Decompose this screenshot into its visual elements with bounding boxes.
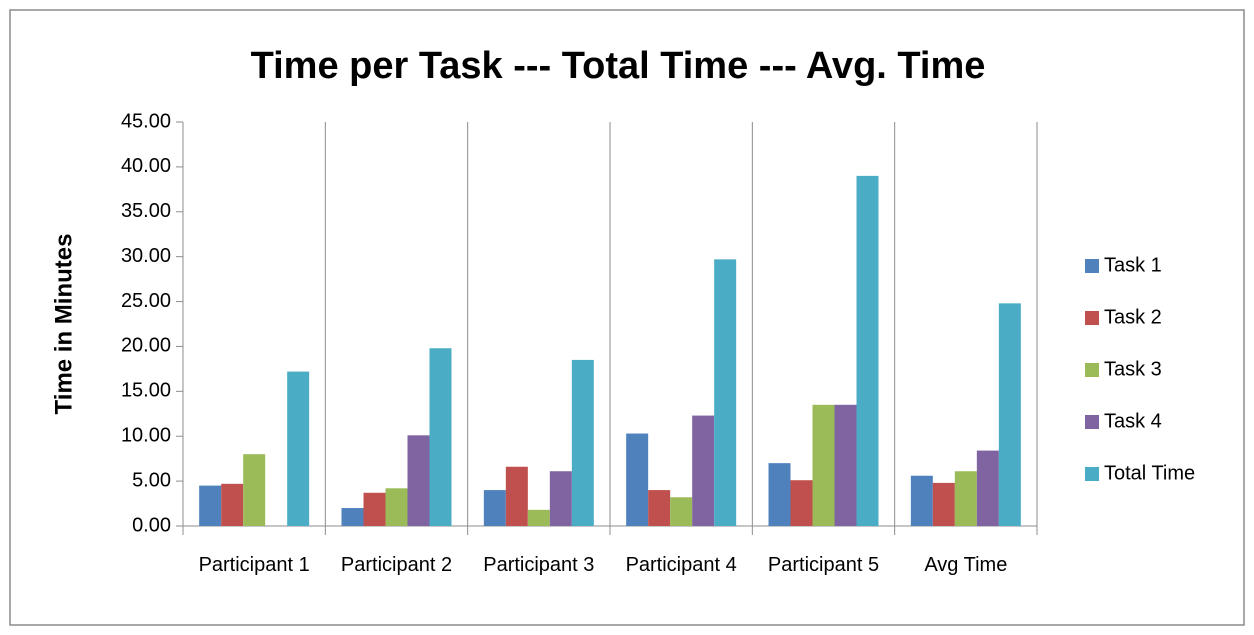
bar xyxy=(505,466,528,526)
y-tick-label: 5.00 xyxy=(132,469,171,491)
bar xyxy=(714,259,737,526)
bar xyxy=(812,404,835,526)
legend-swatch xyxy=(1085,415,1099,429)
bar xyxy=(199,485,222,526)
legend-swatch xyxy=(1085,467,1099,481)
bar xyxy=(856,175,879,526)
y-tick-label: 10.00 xyxy=(121,425,171,447)
bar xyxy=(834,404,857,526)
y-tick-label: 0.00 xyxy=(132,514,171,536)
y-tick-label: 30.00 xyxy=(121,245,171,267)
bar xyxy=(670,497,693,526)
y-tick-label: 45.00 xyxy=(121,110,171,132)
bar xyxy=(407,435,430,526)
legend-swatch xyxy=(1085,363,1099,377)
bar xyxy=(221,483,244,526)
bar xyxy=(976,450,999,526)
bar xyxy=(648,490,671,526)
legend-swatch xyxy=(1085,259,1099,273)
bar xyxy=(790,480,813,526)
legend-label: Total Time xyxy=(1104,462,1195,484)
legend-label: Task 3 xyxy=(1104,358,1162,380)
legend-label: Task 2 xyxy=(1104,306,1162,328)
bar xyxy=(549,471,572,526)
y-tick-label: 20.00 xyxy=(121,335,171,357)
bar xyxy=(363,492,386,526)
y-tick-label: 35.00 xyxy=(121,200,171,222)
chart-border xyxy=(9,9,1245,626)
bar xyxy=(385,488,408,526)
y-tick-label: 25.00 xyxy=(121,290,171,312)
x-tick-label: Participant 2 xyxy=(340,554,453,576)
legend-swatch xyxy=(1085,311,1099,325)
bar xyxy=(626,433,649,526)
bar xyxy=(998,303,1021,526)
bar xyxy=(571,359,594,526)
legend-label: Task 4 xyxy=(1104,410,1162,432)
bar xyxy=(910,475,933,526)
bar xyxy=(527,509,550,526)
x-tick-label: Participant 4 xyxy=(625,554,737,576)
x-tick-label: Avg Time xyxy=(924,554,1008,576)
bar xyxy=(483,490,506,526)
bar xyxy=(287,371,310,526)
bar xyxy=(768,463,791,526)
x-tick-label: Participant 1 xyxy=(198,554,310,576)
bar xyxy=(932,482,955,526)
x-tick-label: Participant 3 xyxy=(483,554,595,576)
y-tick-label: 40.00 xyxy=(121,155,171,177)
bar xyxy=(243,454,266,526)
chart-title: Time per Task --- Total Time --- Avg. Ti… xyxy=(251,45,986,87)
bar xyxy=(341,508,364,526)
y-tick-label: 15.00 xyxy=(121,380,171,402)
bar xyxy=(692,415,715,526)
x-tick-label: Participant 5 xyxy=(767,554,880,576)
legend-label: Task 1 xyxy=(1104,254,1162,276)
bar xyxy=(954,471,977,526)
bar xyxy=(429,348,452,526)
y-axis-label: Time in Minutes xyxy=(50,234,77,415)
